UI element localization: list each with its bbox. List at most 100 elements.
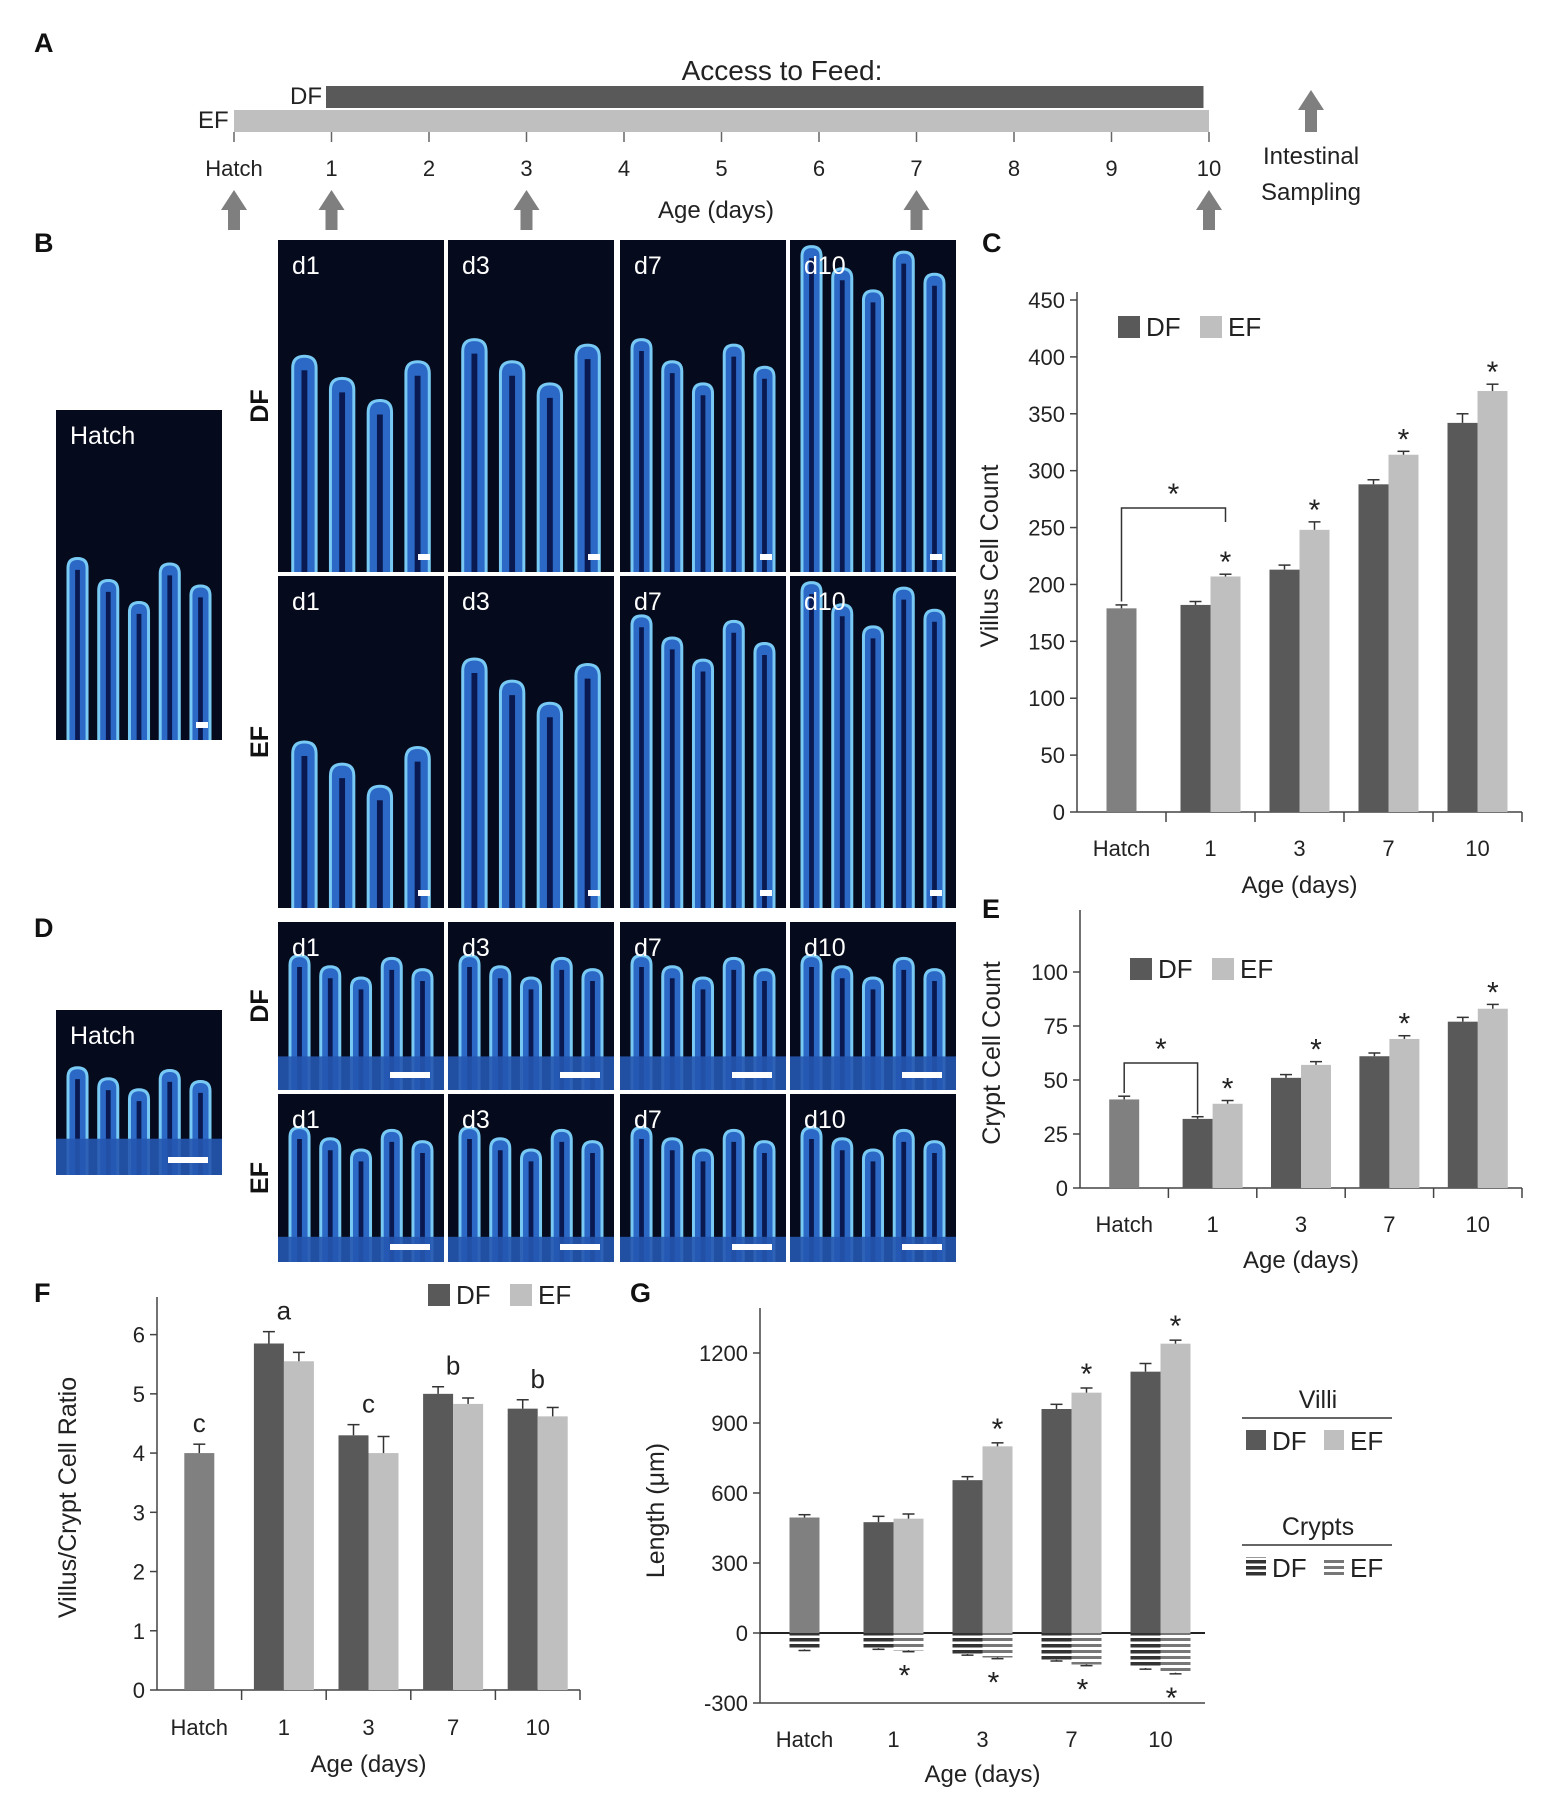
micrograph-tile: d10 xyxy=(790,922,956,1090)
micrograph-tissue xyxy=(620,1126,786,1262)
y-tick-label: 100 xyxy=(1031,960,1068,985)
micrograph-tissue xyxy=(461,338,601,572)
timeline-ef-bar xyxy=(234,110,1209,132)
legend-swatch-df xyxy=(1130,958,1152,980)
timeline-tick-label: 1 xyxy=(325,156,337,181)
micrograph-label: d1 xyxy=(292,934,320,962)
y-tick-label: 75 xyxy=(1044,1014,1068,1039)
bar-df xyxy=(1180,604,1211,812)
scale-bar xyxy=(390,1244,430,1250)
micrograph-tile: d7 xyxy=(620,922,786,1090)
bar-ef xyxy=(453,1403,484,1690)
micrograph-tile: d3 xyxy=(448,576,614,908)
bar-ef xyxy=(1477,391,1508,812)
legend-swatch-ef xyxy=(510,1284,532,1306)
x-axis-title: Age (days) xyxy=(1241,872,1357,899)
y-tick-label: 2 xyxy=(133,1560,145,1585)
y-tick-label: 50 xyxy=(1044,1068,1068,1093)
bar-df xyxy=(1269,569,1300,812)
significance-star: * xyxy=(1166,1682,1178,1715)
legend-label-crypt-ef: EF xyxy=(1350,1553,1383,1583)
y-tick-label: 200 xyxy=(1028,572,1065,597)
length-chart: -300 0 300 600 900 1200 Hatch 1 3 7 10 Age (days) Le… xyxy=(642,1308,1392,1788)
micrograph-tissue xyxy=(56,1066,222,1175)
micrograph-tile: d7 xyxy=(620,576,786,908)
timeline-tick-label: 4 xyxy=(618,156,630,181)
sampling-legend-arrow-icon xyxy=(1298,90,1324,132)
legend-label-ef: EF xyxy=(1228,312,1261,342)
bar-crypt-df xyxy=(1041,1633,1072,1660)
micrograph-tile: d1 xyxy=(278,240,444,572)
significance-star: * xyxy=(1487,976,1499,1009)
sampling-arrow-icon xyxy=(903,190,930,230)
timeline-tick-label: 6 xyxy=(813,156,825,181)
micrograph-label: d1 xyxy=(292,588,320,616)
significance-star: * xyxy=(992,1413,1004,1446)
bar-df xyxy=(1447,422,1478,812)
x-tick-label: Hatch xyxy=(776,1727,833,1752)
scale-bar xyxy=(760,890,772,896)
panel-letter-c: C xyxy=(982,228,1002,258)
y-tick-label: 3 xyxy=(133,1500,145,1525)
sampling-arrow-shaft xyxy=(228,208,240,230)
villus-cell-count-chart: 0 50 100 150 200 250 300 350 400 450 Hatch 1 3 7 10 Age… xyxy=(976,288,1523,899)
row-label-ef: EF xyxy=(246,726,274,758)
bar-crypt-df xyxy=(952,1633,983,1654)
scale-bar xyxy=(560,1072,600,1078)
bar-villi-df xyxy=(1041,1409,1072,1633)
x-tick-label: 1 xyxy=(1204,836,1216,861)
significance-star: * xyxy=(1309,494,1321,527)
micrograph-label: d3 xyxy=(462,252,490,280)
legend-label-ef: EF xyxy=(1240,954,1273,984)
bar-df xyxy=(507,1408,538,1690)
micrograph-label: d10 xyxy=(804,1106,846,1134)
bar-ef xyxy=(1477,1008,1508,1188)
legend-swatch-crypt-ef xyxy=(1324,1557,1344,1577)
row-label-df: DF xyxy=(246,389,274,422)
legend-label-crypt-df: DF xyxy=(1272,1553,1307,1583)
y-tick-label: 25 xyxy=(1044,1122,1068,1147)
x-tick-label: 1 xyxy=(1206,1212,1218,1237)
micrograph-label: d3 xyxy=(462,934,490,962)
y-tick-label: 250 xyxy=(1028,516,1065,541)
bar-crypt-ef xyxy=(982,1633,1013,1658)
scale-bar xyxy=(390,1072,430,1078)
scale-bar xyxy=(930,890,942,896)
timeline-df-label: DF xyxy=(290,83,322,110)
x-tick-label: 3 xyxy=(976,1727,988,1752)
bar-ef xyxy=(1212,1103,1243,1188)
legend-label-villi-ef: EF xyxy=(1350,1426,1383,1456)
y-tick-label: 0 xyxy=(1056,1176,1068,1201)
significance-star: * xyxy=(1077,1674,1089,1707)
bracket-star: * xyxy=(1168,478,1180,511)
micrograph-tile: d3 xyxy=(448,240,614,572)
legend-crypts-title: Crypts xyxy=(1282,1513,1354,1541)
legend-villi-title: Villi xyxy=(1299,1386,1337,1414)
bar-hatch-crypt xyxy=(789,1633,820,1650)
x-tick-label: Hatch xyxy=(1095,1212,1152,1237)
micrograph-tissue xyxy=(461,657,601,908)
bar-ef xyxy=(283,1361,314,1690)
x-tick-label: 10 xyxy=(1466,1212,1490,1237)
y-tick-label: 6 xyxy=(133,1323,145,1348)
timeline-tick-label: 9 xyxy=(1105,156,1117,181)
scale-bar xyxy=(560,1244,600,1250)
bar-ef xyxy=(1301,1064,1331,1188)
bar-ef xyxy=(1388,454,1419,812)
x-tick-label: 7 xyxy=(1383,1212,1395,1237)
bar-df xyxy=(1447,1021,1478,1188)
x-tick-label: 1 xyxy=(278,1715,290,1740)
y-tick-label: 300 xyxy=(1028,459,1065,484)
legend-swatch-df xyxy=(1118,316,1140,338)
y-tick-label: 4 xyxy=(133,1441,145,1466)
micrograph-tile: d1 xyxy=(278,922,444,1090)
x-tick-label: 7 xyxy=(1382,836,1394,861)
bar-ef xyxy=(537,1416,568,1690)
significance-star: * xyxy=(1170,1310,1182,1343)
significance-star: * xyxy=(1398,423,1410,456)
legend-label-df: DF xyxy=(1158,954,1193,984)
bar-crypt-ef xyxy=(1160,1633,1191,1673)
significance-bracket xyxy=(1123,1062,1199,1115)
significance-star: * xyxy=(1081,1358,1093,1391)
y-tick-label: 0 xyxy=(1053,800,1065,825)
